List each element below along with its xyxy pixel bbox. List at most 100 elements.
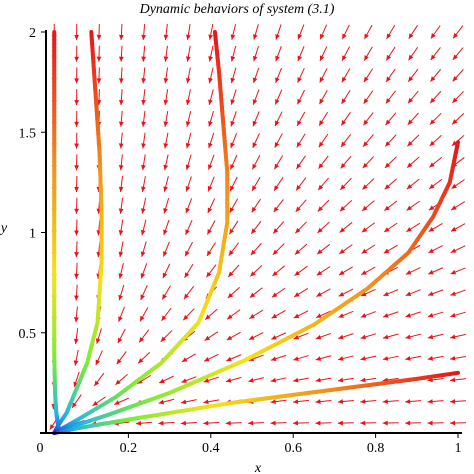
- field-arrow: [316, 243, 331, 255]
- field-arrow: [251, 176, 261, 192]
- field-arrow: [319, 24, 328, 40]
- field-arrow: [74, 241, 79, 258]
- field-arrow: [430, 47, 441, 61]
- field-arrow: [230, 45, 237, 62]
- field-arrow: [208, 45, 214, 62]
- field-arrow: [74, 262, 79, 279]
- field-arrow: [341, 46, 351, 62]
- field-arrow: [230, 24, 237, 40]
- field-arrow: [163, 45, 169, 62]
- field-arrow: [408, 25, 418, 39]
- field-arrow: [71, 394, 82, 409]
- field-arrow: [140, 241, 147, 258]
- field-arrow: [74, 154, 80, 171]
- field-arrow: [275, 67, 282, 84]
- field-arrow: [338, 333, 354, 340]
- field-arrow: [180, 420, 197, 426]
- field-arrow: [160, 330, 173, 343]
- field-arrow: [226, 309, 241, 320]
- field-arrow: [274, 89, 283, 105]
- field-arrow: [452, 91, 464, 104]
- field-arrow: [428, 178, 443, 190]
- field-arrow: [339, 177, 352, 191]
- field-arrow: [318, 155, 329, 169]
- field-arrow: [294, 221, 307, 234]
- field-arrow: [252, 89, 260, 105]
- field-arrow: [141, 132, 146, 149]
- chart-title: Dynamic behaviors of system (3.1): [139, 2, 335, 17]
- field-arrow: [203, 376, 220, 383]
- field-arrow: [382, 311, 399, 318]
- field-arrow: [428, 267, 444, 275]
- field-arrow: [316, 266, 331, 276]
- field-arrow: [249, 309, 264, 320]
- field-arrow: [163, 154, 169, 171]
- field-arrow: [319, 46, 328, 62]
- field-arrow: [383, 289, 399, 297]
- field-arrow: [384, 134, 397, 147]
- field-arrow: [363, 68, 374, 83]
- field-arrow: [161, 285, 171, 300]
- field-arrow: [363, 90, 374, 104]
- field-arrow: [429, 134, 442, 147]
- field-arrow: [450, 201, 466, 211]
- trajectory-4: [52, 140, 460, 435]
- field-arrow: [118, 110, 124, 127]
- field-arrow: [185, 219, 193, 236]
- field-arrow: [181, 376, 197, 383]
- field-arrow: [184, 263, 194, 278]
- field-arrow: [405, 399, 422, 404]
- field-arrow: [226, 331, 241, 341]
- field-arrow: [273, 177, 284, 191]
- field-arrow: [251, 154, 261, 170]
- field-arrow: [363, 112, 374, 126]
- field-arrow: [74, 284, 79, 301]
- field-arrow: [406, 178, 420, 190]
- field-arrow: [95, 350, 103, 366]
- field-arrow: [118, 176, 124, 193]
- field-arrow: [339, 222, 353, 233]
- field-arrow: [229, 176, 238, 192]
- field-arrow: [185, 176, 192, 192]
- field-arrow: [318, 111, 329, 126]
- field-arrow: [92, 396, 106, 407]
- field-arrow: [225, 376, 242, 383]
- field-arrow: [180, 399, 197, 405]
- field-arrow: [185, 89, 191, 106]
- field-arrow: [163, 197, 170, 214]
- field-arrow: [96, 23, 102, 41]
- field-arrow: [317, 221, 330, 234]
- field-arrow: [275, 24, 282, 40]
- field-arrow: [406, 222, 421, 233]
- field-arrow: [252, 45, 259, 62]
- field-arrow: [449, 399, 467, 404]
- field-arrow: [449, 377, 467, 383]
- field-arrow: [74, 45, 80, 62]
- field-arrow: [185, 24, 191, 40]
- field-arrow: [341, 90, 351, 105]
- field-arrow: [271, 310, 286, 319]
- field-arrow: [272, 265, 286, 277]
- field-arrow: [95, 328, 102, 344]
- field-arrow: [340, 112, 351, 126]
- field-arrow: [405, 267, 421, 275]
- field-arrow: [182, 308, 195, 321]
- field-arrow: [252, 67, 260, 84]
- field-arrow: [340, 133, 352, 148]
- field-arrow: [293, 288, 309, 298]
- field-arrow: [274, 133, 283, 148]
- y-tick-label: 0.5: [19, 327, 37, 342]
- field-arrow: [450, 223, 466, 232]
- field-arrow: [407, 68, 419, 83]
- field-arrow: [362, 156, 375, 169]
- axis-ticks: 0 0.2 0.4 0.6 0.8 1 0.5 1 1.5 2: [19, 26, 462, 456]
- field-arrow: [74, 132, 80, 149]
- field-arrow: [407, 134, 420, 147]
- field-arrow: [183, 285, 195, 300]
- field-arrow: [252, 111, 260, 127]
- trajectory-5: [52, 370, 460, 435]
- field-arrow: [274, 155, 284, 170]
- field-arrow: [384, 178, 398, 190]
- field-arrow: [74, 23, 80, 41]
- field-arrow: [361, 266, 376, 276]
